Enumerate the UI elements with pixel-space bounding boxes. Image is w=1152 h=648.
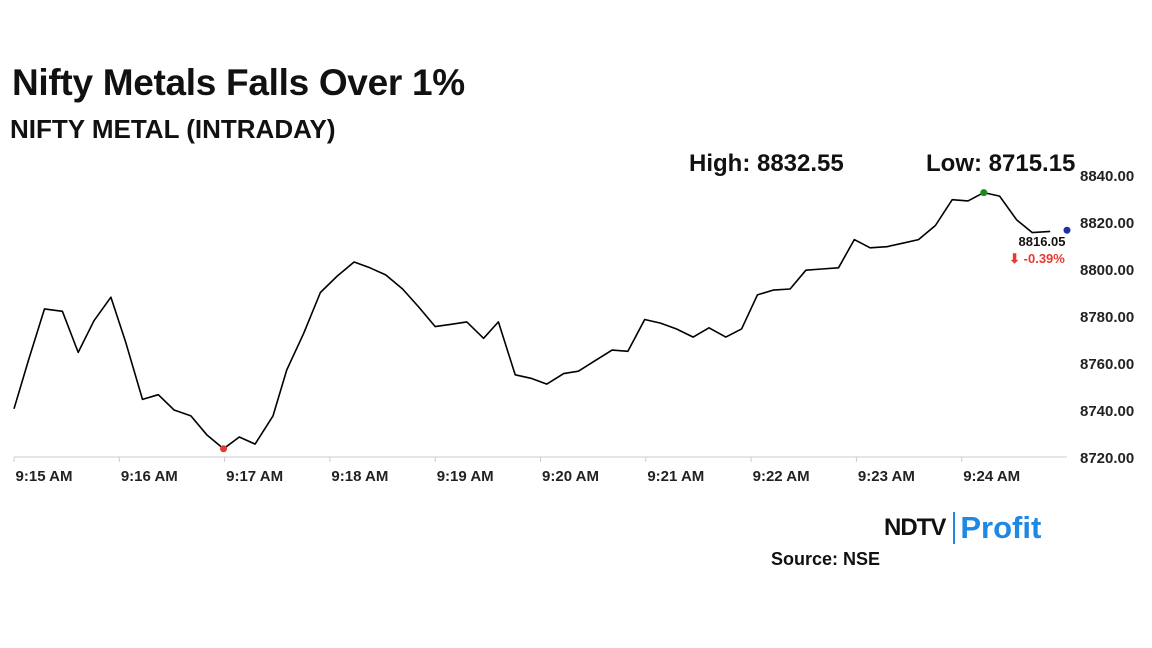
y-tick-label: 8800.00 xyxy=(1080,262,1134,279)
markers xyxy=(220,189,1071,453)
x-tick-label: 9:16 AM xyxy=(121,468,178,485)
x-tick-label: 9:24 AM xyxy=(963,468,1020,485)
x-tick-label: 9:21 AM xyxy=(647,468,704,485)
high-stat: High: 8832.55 xyxy=(689,150,844,177)
low-marker xyxy=(220,445,228,453)
logo-ndtv-text: NDTV xyxy=(884,514,946,541)
low-stat: Low: 8715.15 xyxy=(926,150,1076,177)
x-tick-label: 9:19 AM xyxy=(437,468,494,485)
y-tick-label: 8820.00 xyxy=(1080,215,1134,232)
x-tick-label: 9:22 AM xyxy=(753,468,810,485)
price-series xyxy=(13,191,1051,450)
y-tick-label: 8840.00 xyxy=(1080,168,1134,185)
axes: 8720.00 8740.00 8760.00 8780.00 8800.00 8820.… xyxy=(13,168,1134,485)
x-tick-label: 9:20 AM xyxy=(542,468,599,485)
y-tick-label: 8740.00 xyxy=(1080,403,1134,420)
last-marker xyxy=(1063,226,1071,234)
high-marker xyxy=(980,189,988,197)
x-tick-label: 9:23 AM xyxy=(858,468,915,485)
x-tick-label: 9:15 AM xyxy=(16,468,73,485)
logo-profit-text: Profit xyxy=(960,510,1042,545)
chart-title: Nifty Metals Falls Over 1% xyxy=(12,62,465,103)
price-line xyxy=(13,191,1051,450)
logo-divider xyxy=(953,512,956,544)
source-note: Source: NSE xyxy=(771,549,881,569)
ndtv-profit-logo: NDTV Profit xyxy=(884,510,1041,546)
y-tick-label: 8780.00 xyxy=(1080,309,1134,326)
x-tick-label: 9:17 AM xyxy=(226,468,283,485)
last-value-label: 8816.05 xyxy=(1019,234,1066,249)
y-tick-label: 8720.00 xyxy=(1080,450,1134,467)
last-change-label: ⬇ -0.39% xyxy=(1009,251,1065,266)
chart-subtitle: NIFTY METAL (INTRADAY) xyxy=(10,114,336,144)
x-tick-label: 9:18 AM xyxy=(331,468,388,485)
y-tick-label: 8760.00 xyxy=(1080,356,1134,373)
